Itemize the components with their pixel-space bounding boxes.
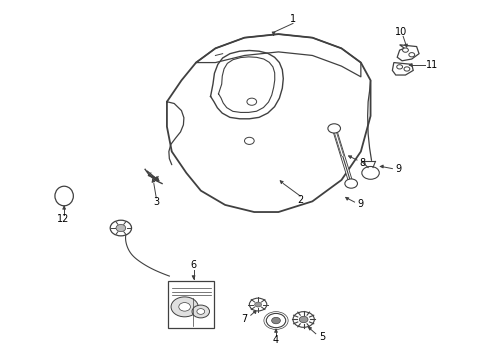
FancyBboxPatch shape <box>168 281 214 328</box>
Circle shape <box>266 314 285 328</box>
Text: 5: 5 <box>318 332 325 342</box>
Text: 7: 7 <box>241 314 247 324</box>
Circle shape <box>171 297 198 317</box>
Circle shape <box>361 166 379 179</box>
Circle shape <box>396 65 402 69</box>
Text: 9: 9 <box>395 164 401 174</box>
Text: 9: 9 <box>357 199 363 209</box>
Text: 4: 4 <box>272 335 279 345</box>
Circle shape <box>327 124 340 133</box>
Circle shape <box>110 220 131 236</box>
Circle shape <box>292 312 314 327</box>
Circle shape <box>403 67 409 71</box>
Text: 11: 11 <box>426 60 438 70</box>
Circle shape <box>299 316 307 323</box>
Text: 3: 3 <box>153 197 159 207</box>
Polygon shape <box>391 63 412 75</box>
Text: 1: 1 <box>289 14 295 24</box>
Text: 8: 8 <box>358 158 365 168</box>
Circle shape <box>271 318 280 324</box>
Circle shape <box>402 48 407 52</box>
Text: 6: 6 <box>190 260 196 270</box>
Text: 2: 2 <box>297 194 303 204</box>
Circle shape <box>344 179 357 188</box>
Circle shape <box>254 302 261 307</box>
Circle shape <box>408 53 414 57</box>
Circle shape <box>192 305 209 318</box>
Text: 12: 12 <box>57 214 69 224</box>
Text: 10: 10 <box>394 27 406 37</box>
Ellipse shape <box>55 186 73 206</box>
Circle shape <box>179 303 190 311</box>
Circle shape <box>197 309 204 314</box>
Polygon shape <box>396 45 418 61</box>
Circle shape <box>249 298 266 311</box>
Circle shape <box>116 225 125 231</box>
